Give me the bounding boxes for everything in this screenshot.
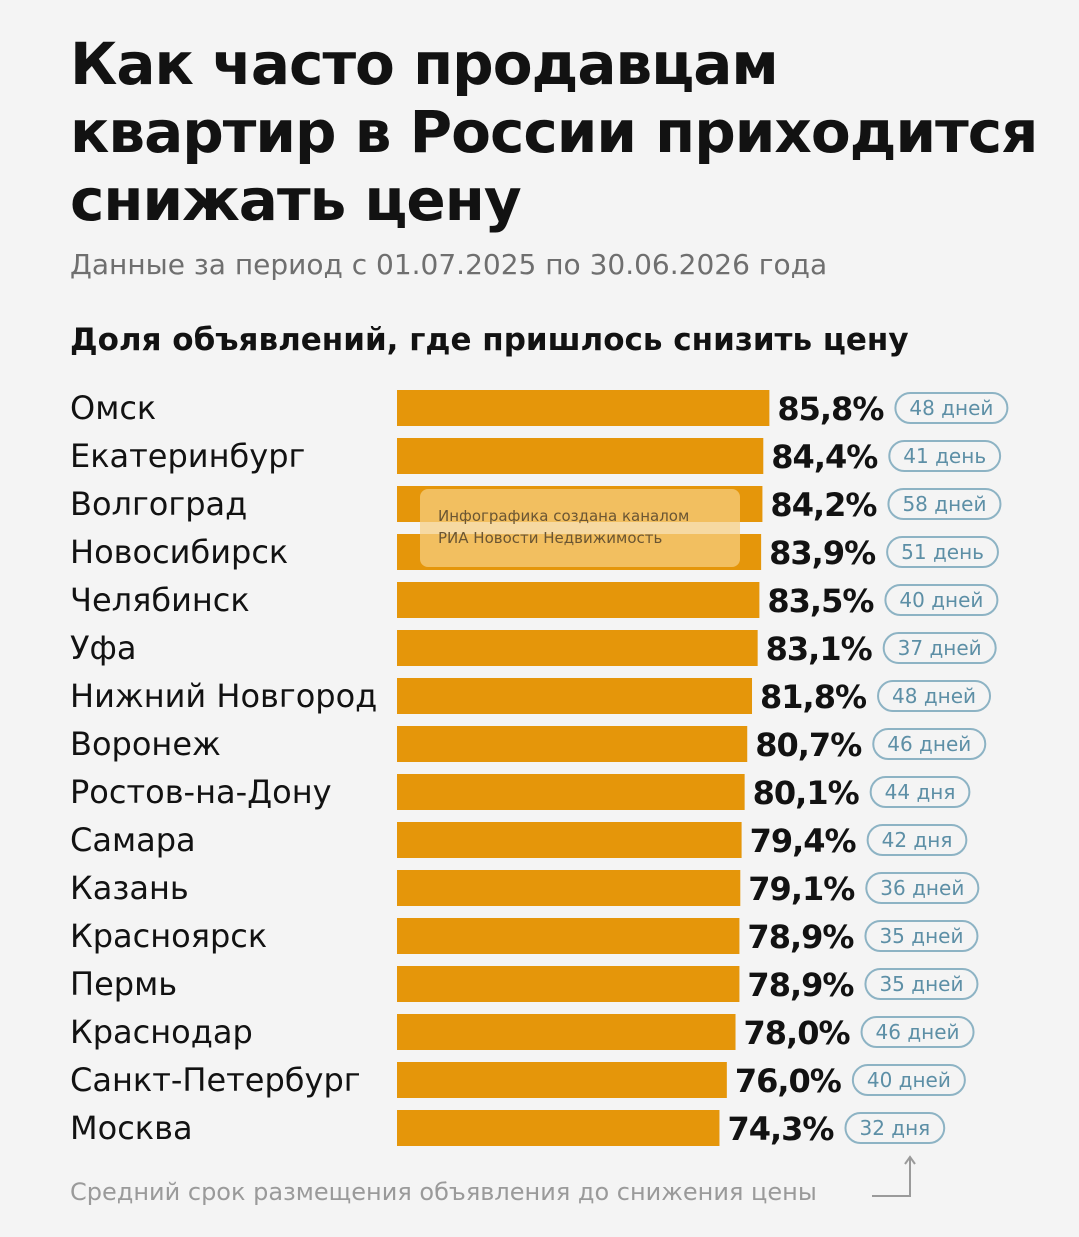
city-label: Челябинск (70, 581, 250, 619)
days-pill (882, 632, 997, 664)
days-pill (865, 872, 980, 904)
city-label: Самара (70, 821, 196, 859)
days-label: 44 дня (885, 780, 956, 804)
value-label: 84,2% (770, 486, 877, 524)
days-pill (888, 440, 1002, 472)
days-label: 46 дней (876, 1020, 960, 1044)
chart-heading: Доля объявлений, где пришлось снизить це… (70, 322, 909, 358)
city-label: Москва (70, 1109, 193, 1147)
days-label: 46 дней (887, 732, 971, 756)
days-pill (864, 968, 979, 1000)
city-label: Казань (70, 869, 189, 907)
page-subtitle: Данные за период с 01.07.2025 по 30.06.2… (70, 248, 828, 281)
days-label: 41 день (903, 444, 986, 468)
days-label: 40 дней (867, 1068, 951, 1092)
city-label: Красноярск (70, 917, 267, 955)
watermark-overlay: Инфографика создана каналом РИА Новости … (420, 489, 740, 567)
footnote-arrow-icon (872, 1155, 916, 1197)
city-label: Екатеринбург (70, 437, 305, 475)
city-label: Краснодар (70, 1013, 253, 1051)
bar (397, 966, 740, 1002)
city-label: Новосибирск (70, 533, 288, 571)
bar (397, 1014, 736, 1050)
days-pill (869, 776, 971, 808)
city-label: Воронеж (70, 725, 221, 763)
value-label: 84,4% (771, 438, 878, 476)
days-pill (884, 584, 999, 616)
value-label: 78,0% (744, 1014, 851, 1052)
value-label: 83,5% (767, 582, 874, 620)
bar (397, 678, 753, 714)
watermark-line-1: Инфографика создана каналом (438, 507, 690, 525)
days-pill (894, 392, 1009, 424)
bar (397, 390, 770, 426)
days-label: 42 дня (882, 828, 953, 852)
days-label: 58 дней (902, 492, 986, 516)
city-label: Нижний Новгород (70, 677, 377, 715)
bar (397, 870, 741, 906)
bar (397, 438, 764, 474)
bar (397, 630, 758, 666)
city-label: Уфа (70, 629, 136, 667)
days-label: 40 дней (899, 588, 983, 612)
days-pill (851, 1064, 966, 1096)
value-label: 83,1% (766, 630, 873, 668)
days-label: 35 дней (879, 924, 963, 948)
value-label: 78,9% (747, 918, 854, 956)
bar (397, 582, 760, 618)
value-label: 80,7% (755, 726, 862, 764)
city-label: Ростов-на-Дону (70, 773, 332, 811)
days-label: 36 дней (880, 876, 964, 900)
days-label: 48 дней (892, 684, 976, 708)
value-label: 76,0% (735, 1062, 842, 1100)
value-label: 79,1% (748, 870, 855, 908)
days-label: 35 дней (879, 972, 963, 996)
days-pill (860, 1016, 975, 1048)
value-label: 80,1% (753, 774, 860, 812)
value-label: 81,8% (760, 678, 867, 716)
days-label: 48 дней (909, 396, 993, 420)
days-pill (864, 920, 979, 952)
value-label: 83,9% (769, 534, 876, 572)
bar (397, 918, 740, 954)
bar (397, 822, 742, 858)
value-label: 74,3% (727, 1110, 834, 1148)
days-label: 32 дня (859, 1116, 930, 1140)
days-label: 37 дней (898, 636, 982, 660)
bar (397, 1062, 727, 1098)
days-pill (872, 728, 987, 760)
bar (397, 1110, 720, 1146)
bar (397, 726, 748, 762)
footnote: Средний срок размещения объявления до сн… (70, 1178, 817, 1206)
bar (397, 774, 745, 810)
city-label: Омск (70, 389, 156, 427)
days-pill (866, 824, 968, 856)
days-pill (844, 1112, 946, 1144)
value-label: 78,9% (747, 966, 854, 1004)
days-pill (887, 488, 1002, 520)
page-title: Как часто продавцам квартир в России при… (70, 30, 1038, 234)
days-pill (877, 680, 992, 712)
days-label: 51 день (901, 540, 984, 564)
value-label: 79,4% (750, 822, 857, 860)
city-label: Санкт-Петербург (70, 1061, 361, 1099)
value-label: 85,8% (777, 390, 884, 428)
city-label: Волгоград (70, 485, 247, 523)
days-pill (886, 536, 999, 568)
watermark-line-2: РИА Новости Недвижимость (438, 529, 663, 547)
city-label: Пермь (70, 965, 177, 1003)
